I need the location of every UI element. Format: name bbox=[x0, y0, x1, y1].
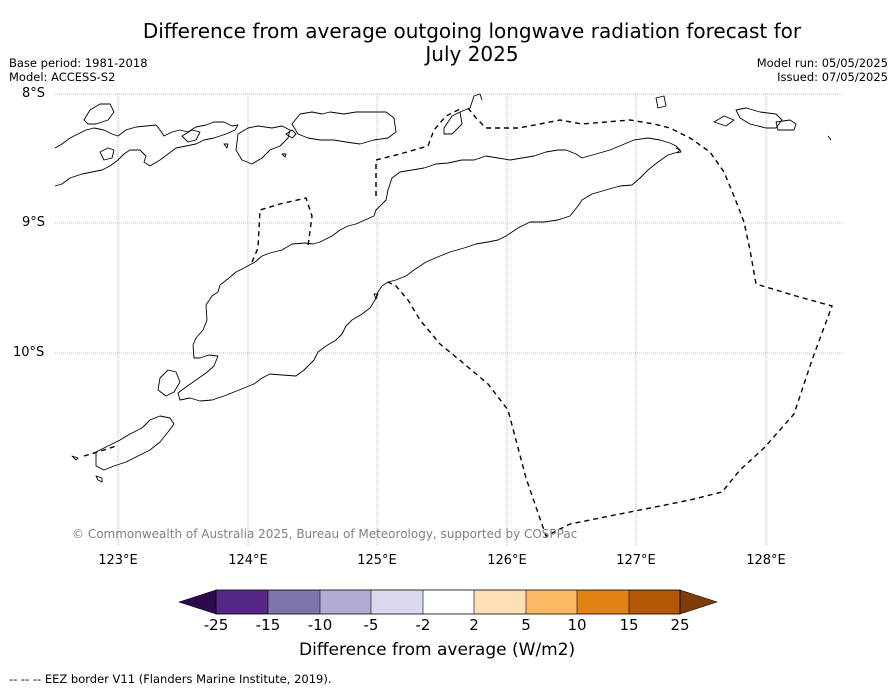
colorbar-bin-3 bbox=[320, 590, 371, 614]
flores-fragment-3 bbox=[99, 147, 115, 161]
lat-label-9S: 9°S bbox=[22, 215, 46, 230]
model-name: Model: ACCESS-S2 bbox=[9, 70, 116, 84]
map-title: Difference from average outgoing longwav… bbox=[0, 20, 896, 66]
colorbar-tick-label: 2 bbox=[469, 616, 479, 634]
colorbar-bin-9 bbox=[629, 590, 680, 614]
colorbar-tick-label: 15 bbox=[619, 616, 639, 634]
ndao-island bbox=[71, 455, 79, 461]
small-island-10 bbox=[373, 293, 379, 300]
eez-border-main bbox=[387, 107, 833, 537]
small-island-9 bbox=[95, 475, 103, 483]
small-island-8 bbox=[281, 153, 287, 158]
semau-island bbox=[157, 369, 181, 397]
small-island-3 bbox=[713, 115, 735, 127]
wetar-fragment bbox=[459, 93, 483, 113]
colorbar-bin-6 bbox=[474, 590, 526, 614]
colorbar-tick-label: -5 bbox=[363, 616, 379, 634]
small-island-4 bbox=[775, 119, 797, 131]
eez-border-west-2 bbox=[251, 197, 313, 263]
flores-island bbox=[54, 121, 239, 187]
colorbar-tick-label: 10 bbox=[567, 616, 587, 634]
lon-label-128E: 128°E bbox=[746, 553, 786, 568]
small-island-1 bbox=[655, 95, 667, 109]
small-island-2 bbox=[735, 107, 783, 129]
colorbar-bin-5 bbox=[423, 590, 474, 614]
colorbar-tick-label: -10 bbox=[307, 616, 333, 634]
issued-date: Issued: 07/05/2025 bbox=[777, 70, 888, 84]
eez-border-west-1 bbox=[375, 107, 463, 196]
model-run: Model run: 05/05/2025 bbox=[756, 56, 888, 70]
atauro-island bbox=[443, 111, 463, 135]
colorbar-bin-7 bbox=[526, 590, 577, 614]
colorbar-outline bbox=[215, 589, 681, 615]
colorbar-bin-2 bbox=[268, 590, 320, 614]
colorbar-tick-label: -25 bbox=[203, 616, 229, 634]
title-line-1: Difference from average outgoing longwav… bbox=[142, 19, 802, 43]
timor-island bbox=[177, 137, 681, 402]
colorbar-tick-label: 5 bbox=[521, 616, 531, 634]
eez-border-west-3 bbox=[83, 445, 117, 457]
lon-label-125E: 125°E bbox=[357, 553, 397, 568]
lon-label-127E: 127°E bbox=[616, 553, 656, 568]
colorbar-dividers bbox=[267, 590, 630, 614]
gridlines bbox=[55, 93, 843, 545]
base-period: Base period: 1981-2018 bbox=[9, 56, 148, 70]
small-island-6 bbox=[223, 143, 229, 149]
colorbar-bin-4 bbox=[371, 590, 423, 614]
colorbar-under-triangle bbox=[178, 589, 217, 615]
solor-island bbox=[181, 129, 201, 143]
eez-borders bbox=[83, 107, 833, 537]
lat-label-8S: 8°S bbox=[22, 86, 46, 101]
colorbar-bin-8 bbox=[577, 590, 629, 614]
colorbar-tick-label: -2 bbox=[415, 616, 431, 634]
eez-footnote: -- -- -- EEZ border V11 (Flanders Marine… bbox=[9, 672, 332, 686]
coastlines bbox=[54, 93, 832, 483]
colorbar-over-triangle bbox=[679, 589, 718, 615]
flores-fragment-2 bbox=[83, 103, 115, 125]
copyright-notice: © Commonwealth of Australia 2025, Bureau… bbox=[72, 527, 578, 541]
meta-left: Base period: 1981-2018 Model: ACCESS-S2 bbox=[9, 56, 148, 84]
rote-island bbox=[95, 415, 175, 471]
small-island-7 bbox=[285, 129, 297, 139]
coast-fragment-timor-east bbox=[675, 147, 682, 154]
lon-label-123E: 123°E bbox=[98, 553, 138, 568]
lat-label-10S: 10°S bbox=[13, 345, 45, 360]
lon-label-126E: 126°E bbox=[487, 553, 527, 568]
lon-label-124E: 124°E bbox=[228, 553, 268, 568]
meta-right: Model run: 05/05/2025 Issued: 07/05/2025 bbox=[757, 56, 888, 84]
pantar-island bbox=[235, 125, 291, 165]
colorbar-tick-label: -15 bbox=[255, 616, 281, 634]
alor-island bbox=[291, 111, 397, 145]
colorbar-label: Difference from average (W/m2) bbox=[299, 640, 576, 660]
title-line-2: July 2025 bbox=[425, 42, 519, 66]
colorbar-tick-label: 25 bbox=[670, 616, 690, 634]
colorbar-bin-1 bbox=[216, 590, 268, 614]
small-island-5 bbox=[827, 135, 832, 141]
